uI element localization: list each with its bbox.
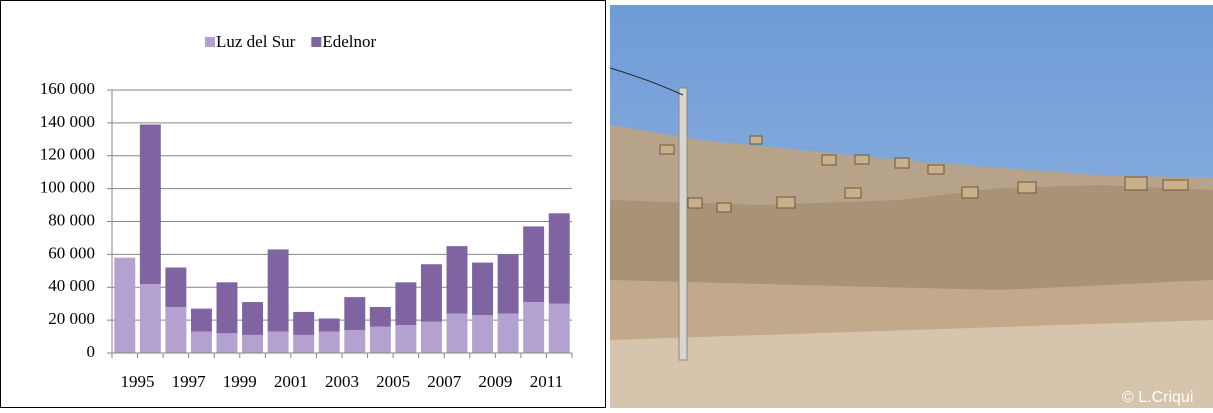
bar-segment bbox=[344, 330, 365, 353]
bar-segment bbox=[140, 284, 161, 353]
x-tick-label: 1999 bbox=[223, 372, 257, 391]
bar-segment bbox=[421, 322, 442, 353]
pole bbox=[679, 88, 687, 360]
y-tick-label: 100 000 bbox=[40, 178, 95, 197]
bar-segment bbox=[523, 302, 544, 353]
x-tick-label: 2011 bbox=[530, 372, 563, 391]
bar-segment bbox=[217, 282, 238, 333]
bar-segment bbox=[472, 263, 493, 316]
y-tick-label: 20 000 bbox=[48, 309, 95, 328]
bar-segment bbox=[191, 309, 212, 332]
legend-label: Edelnor bbox=[322, 32, 376, 51]
bar-segment bbox=[472, 315, 493, 353]
bar-segment bbox=[395, 282, 416, 325]
x-tick-label: 2007 bbox=[427, 372, 462, 391]
bar-segment bbox=[549, 304, 570, 353]
bar-segment bbox=[140, 125, 161, 284]
bar-segment bbox=[165, 268, 186, 307]
x-tick-label: 1995 bbox=[121, 372, 155, 391]
bar-segment bbox=[293, 335, 314, 353]
legend-label: Luz del Sur bbox=[216, 32, 296, 51]
y-tick-label: 0 bbox=[87, 342, 96, 361]
bar-segment bbox=[370, 307, 391, 327]
bar-segment bbox=[344, 297, 365, 330]
bar-segment bbox=[165, 307, 186, 353]
y-tick-label: 120 000 bbox=[40, 145, 95, 164]
bar-segment bbox=[268, 332, 289, 353]
photo-credit: © L.Criqui bbox=[1122, 389, 1193, 406]
bar-segment bbox=[217, 333, 238, 353]
x-tick-label: 2009 bbox=[478, 372, 512, 391]
bar-segment bbox=[549, 213, 570, 303]
bar-segment bbox=[319, 318, 340, 331]
bar-segment bbox=[114, 258, 135, 353]
x-tick-label: 2005 bbox=[376, 372, 410, 391]
bar-segment bbox=[191, 332, 212, 353]
legend-swatch bbox=[311, 37, 321, 47]
bar-segment bbox=[498, 314, 519, 353]
bar-segment bbox=[447, 314, 468, 353]
page: 0 20 000 40 000 60 000 80 000 100 000 120 000 1… bbox=[0, 0, 1213, 408]
y-tick-label: 160 000 bbox=[40, 79, 95, 98]
photo: © L.Criqui bbox=[610, 5, 1213, 408]
x-tick-label: 2003 bbox=[325, 372, 359, 391]
x-tick-label: 1997 bbox=[172, 372, 207, 391]
bar-segment bbox=[242, 302, 263, 335]
y-tick-label: 140 000 bbox=[40, 112, 95, 131]
bar-segment bbox=[498, 254, 519, 313]
y-tick-label: 40 000 bbox=[48, 276, 95, 295]
bar-segment bbox=[370, 327, 391, 353]
x-tick-label: 2001 bbox=[274, 372, 308, 391]
bar-segment bbox=[421, 264, 442, 322]
bar-segment bbox=[242, 335, 263, 353]
y-tick-label: 60 000 bbox=[48, 243, 95, 262]
bar-segment bbox=[523, 226, 544, 302]
bar-segment bbox=[268, 249, 289, 331]
bar-segment bbox=[447, 246, 468, 313]
legend-swatch bbox=[205, 37, 215, 47]
bar-segment bbox=[319, 332, 340, 353]
bar-segment bbox=[293, 312, 314, 335]
bar-segment bbox=[395, 325, 416, 353]
y-tick-label: 80 000 bbox=[48, 210, 95, 229]
